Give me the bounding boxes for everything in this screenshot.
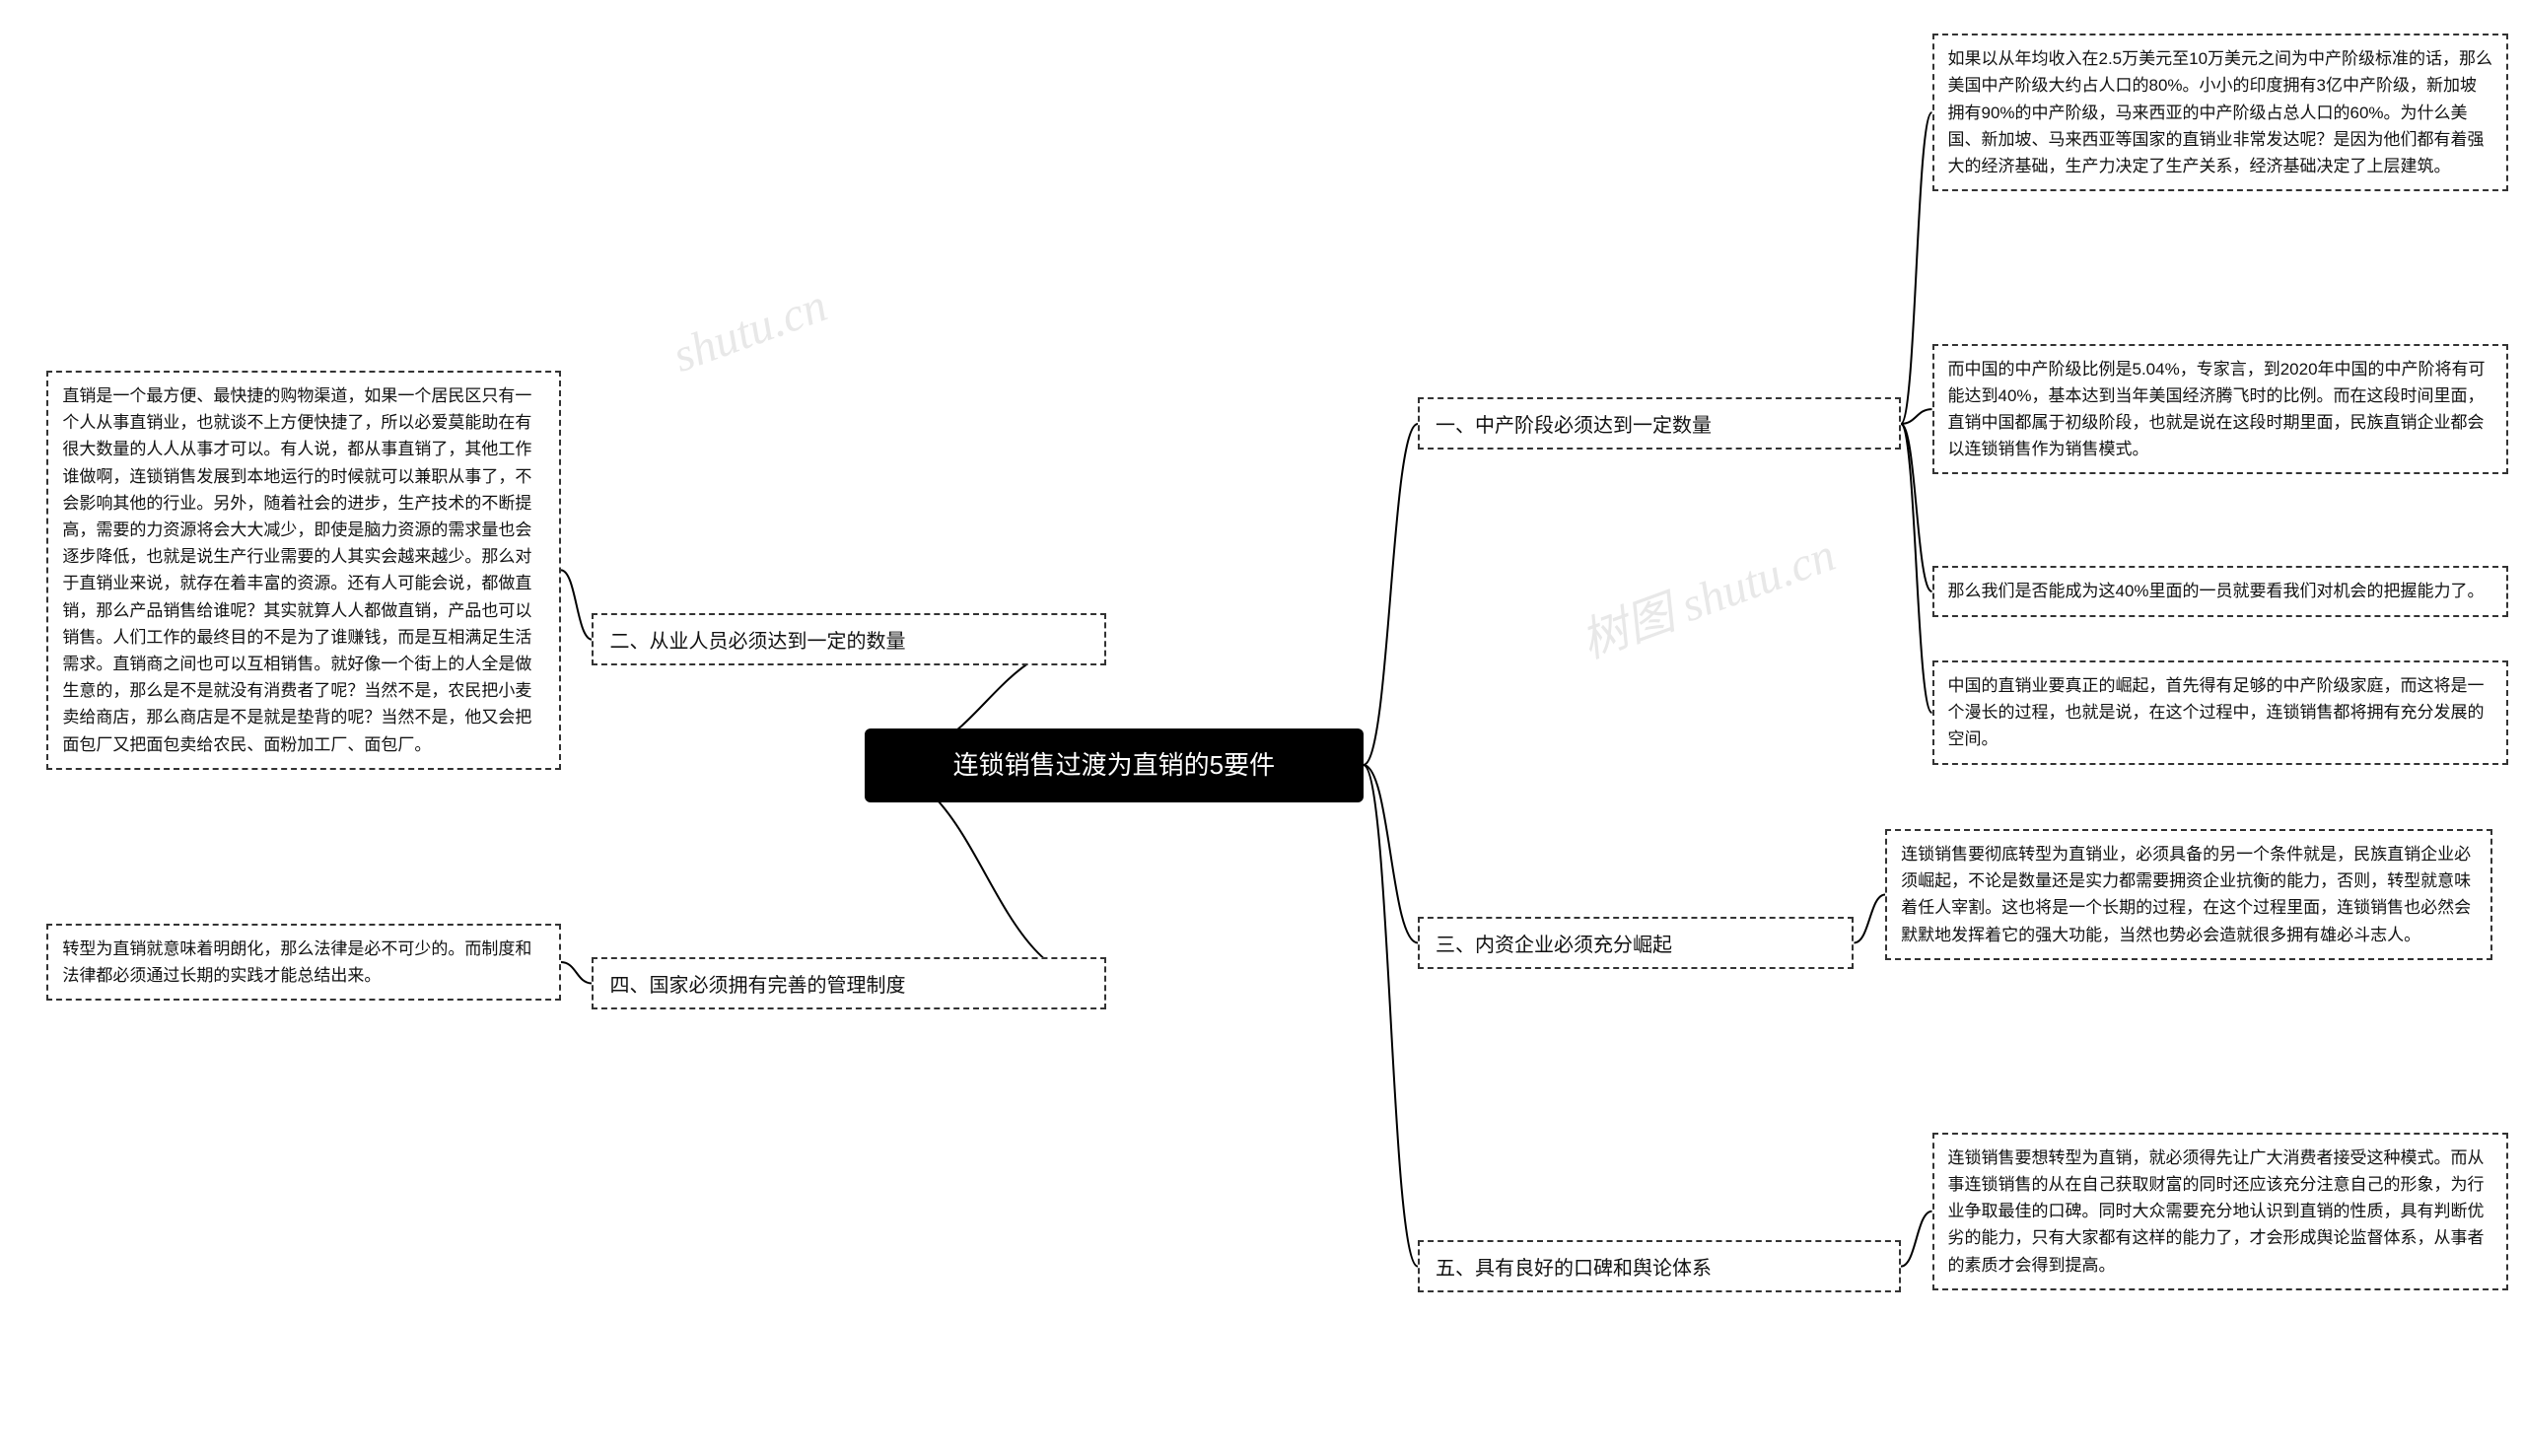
branch-1-leaf-1: 而中国的中产阶级比例是5.04%，专家言，到2020年中国的中产阶将有可能达到4…	[1932, 344, 2509, 475]
branch-1: 一、中产阶段必须达到一定数量	[1418, 397, 1901, 450]
branch-1-leaf-0: 如果以从年均收入在2.5万美元至10万美元之间为中产阶级标准的话，那么美国中产阶…	[1932, 34, 2509, 191]
branch-5-leaf-0: 连锁销售要想转型为直销，就必须得先让广大消费者接受这种模式。而从事连锁销售的从在…	[1932, 1133, 2509, 1290]
branch-3-leaf-0: 连锁销售要彻底转型为直销业，必须具备的另一个条件就是，民族直销企业必须崛起，不论…	[1885, 829, 2492, 960]
branch-4: 四、国家必须拥有完善的管理制度	[592, 957, 1105, 1009]
branch-3: 三、内资企业必须充分崛起	[1418, 917, 1854, 969]
branch-1-leaf-3: 中国的直销业要真正的崛起，首先得有足够的中产阶级家庭，而这将是一个漫长的过程，也…	[1932, 660, 2509, 765]
watermark: shutu.cn	[666, 278, 833, 383]
branch-2-leaf-0: 直销是一个最方便、最快捷的购物渠道，如果一个居民区只有一个人从事直销业，也就谈不…	[46, 371, 560, 770]
branch-4-leaf-0: 转型为直销就意味着明朗化，那么法律是必不可少的。而制度和法律都必须通过长期的实践…	[46, 924, 560, 1001]
branch-1-leaf-2: 那么我们是否能成为这40%里面的一员就要看我们对机会的把握能力了。	[1932, 566, 2509, 616]
branch-2: 二、从业人员必须达到一定的数量	[592, 613, 1105, 665]
branch-5: 五、具有良好的口碑和舆论体系	[1418, 1240, 1901, 1292]
watermark: 树图 shutu.cn	[1570, 516, 1843, 671]
root-node: 连锁销售过渡为直销的5要件	[865, 728, 1364, 802]
